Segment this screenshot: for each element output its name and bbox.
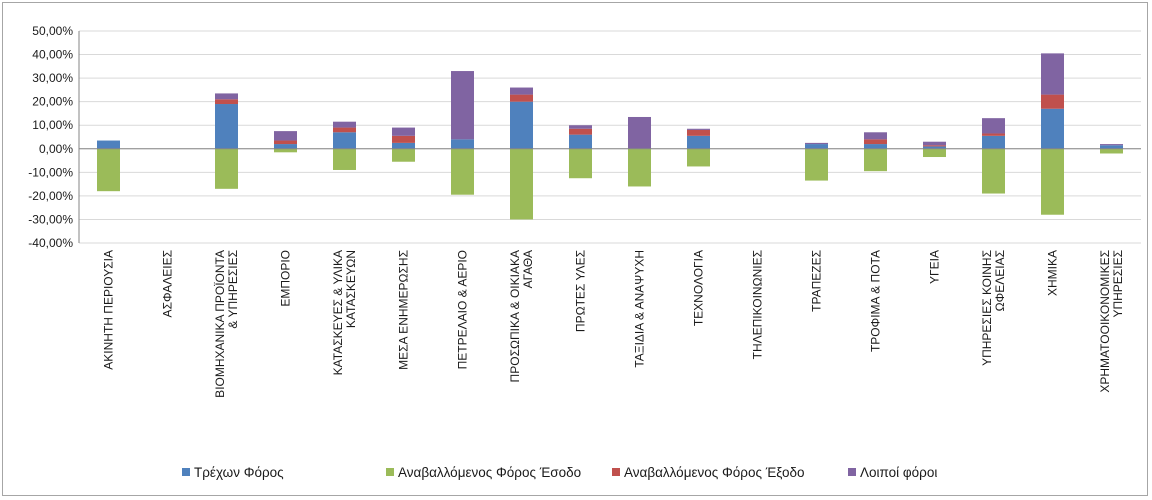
bar-segment (569, 134, 592, 149)
bar-segment (864, 132, 887, 140)
bar-segment (923, 145, 946, 147)
x-tick-label: ΤΡΑΠΕΖΕΣ (810, 250, 824, 312)
bar-segment (1041, 53, 1064, 95)
bar-segment (1041, 94, 1064, 109)
bar-segment (274, 148, 297, 153)
x-tick-label: ΑΣΦΑΛΕΙΕΣ (161, 250, 175, 317)
bar-segment (1100, 148, 1123, 154)
x-tick-label: ΤΗΛΕΠΙΚΟΙΝΩΝΙΕΣ (751, 250, 765, 359)
bar-segment (510, 101, 533, 149)
y-tick-label: -20,00% (28, 189, 73, 203)
bar-segment (451, 148, 474, 195)
x-tick-label: ΧΗΜΙΚΑ (1046, 250, 1060, 296)
bar-segment (687, 148, 710, 167)
x-tick-label: ΤΑΞΙΔΙΑ & ΑΝΑΨΥΧΗ (633, 250, 647, 368)
bar-segment (1041, 148, 1064, 215)
y-tick-label: -30,00% (28, 212, 73, 226)
x-tick-label: ΧΡΗΜΑΤΟΟΙΚΟΝΟΜΙΚΕΣΥΠΗΡΕΣΙΕΣ (1098, 250, 1125, 393)
bar-segment (451, 71, 474, 140)
legend: Τρέχων Φόρος Αναβαλλόμενος Φόρος Έσοδο Ανα… (182, 465, 937, 480)
x-tick-label: ΤΡΟΦΙΜΑ & ΠΟΤΑ (869, 250, 883, 352)
y-tick-label: 20,00% (32, 95, 73, 109)
bar-segment (923, 148, 946, 158)
bar-segment (923, 141, 946, 146)
bar-segment (982, 118, 1005, 134)
y-tick-label: -10,00% (28, 165, 73, 179)
bar-segment (333, 148, 356, 170)
bar-segment (215, 148, 238, 189)
y-tick-label: 10,00% (32, 118, 73, 132)
bar-segment (392, 135, 415, 143)
bar-segment (215, 93, 238, 100)
bar-segment (1100, 145, 1123, 149)
x-tick-label: ΥΠΗΡΕΣΙΕΣ ΚΟΙΝΗΣΩΦΕΛΕΙΑΣ (980, 250, 1007, 366)
legend-label: Τρέχων Φόρος (194, 465, 284, 480)
x-tick-label: ΥΓΕΙΑ (928, 250, 942, 284)
bar-segment (805, 148, 828, 181)
bar-segment (451, 139, 474, 149)
axis-layer: 50,00% 40,00% 30,00% 20,00% 10,00% 0,00% -10,0… (28, 24, 1141, 398)
bar-segment (1041, 108, 1064, 149)
legend-label: Λοιποί φόροι (860, 465, 937, 480)
bar-segment (510, 87, 533, 95)
bar-segment (569, 128, 592, 135)
bar-segment (215, 99, 238, 105)
y-tick-label: 40,00% (32, 48, 73, 62)
legend-swatch (386, 468, 394, 476)
legend-swatch (612, 468, 620, 476)
bar-segment (982, 135, 1005, 149)
legend-label: Αναβαλλόμενος Φόρος Έξοδο (624, 465, 805, 480)
y-tick-label: 0,00% (39, 142, 73, 156)
bar-segment (333, 132, 356, 149)
x-tick-label: ΕΜΠΟΡΙΟ (279, 250, 293, 307)
bar-segment (97, 148, 120, 192)
bar-segment (687, 128, 710, 130)
bar-segment (569, 125, 592, 129)
bar-segment (392, 148, 415, 162)
grid-layer (79, 30, 1141, 244)
bar-segment (805, 142, 828, 145)
x-tick-label: ΠΡΩΤΕΣ ΥΛΕΣ (574, 250, 588, 332)
bar-segment (510, 94, 533, 102)
bar-segment (628, 116, 651, 149)
legend-label: Αναβαλλόμενος Φόρος Έσοδο (398, 465, 581, 480)
x-tick-label: ΠΕΤΡΕΛΑΙΟ & ΑΕΡΙΟ (456, 250, 470, 369)
x-tick-label: ΠΡΟΣΩΠΙΚΑ & ΟΙΚΙΑΚΑΑΓΑΘΑ (508, 250, 535, 382)
legend-swatch (848, 468, 856, 476)
bar-segment (510, 148, 533, 220)
x-tick-label: ΒΙΟΜΗΧΑΝΙΚΑ ΠΡΟΪΟΝΤΑ& ΥΠΗΡΕΣΙΕΣ (213, 250, 240, 398)
bar-segment (97, 140, 120, 149)
bar-segment (274, 131, 297, 141)
bar-segment (392, 127, 415, 136)
bar-segment (392, 142, 415, 149)
bar-segment (805, 144, 828, 149)
bar-segment (687, 129, 710, 136)
bars-layer (97, 53, 1123, 220)
legend-swatch (182, 468, 190, 476)
stacked-bar-chart: 50,00% 40,00% 30,00% 20,00% 10,00% 0,00% -10,0… (28, 24, 1141, 480)
bar-segment (274, 140, 297, 145)
bar-segment (274, 144, 297, 149)
y-tick-label: 30,00% (32, 71, 73, 85)
bar-segment (333, 127, 356, 133)
bar-segment (923, 146, 946, 149)
y-tick-label: 50,00% (32, 24, 73, 38)
y-tick-label: -40,00% (28, 236, 73, 250)
x-tick-label: ΑΚΙΝΗΤΗ ΠΕΡΙΟΥΣΙΑ (102, 250, 116, 370)
bar-segment (864, 144, 887, 149)
x-tick-label: ΤΕΧΝΟΛΟΓΙΑ (692, 250, 706, 326)
bar-segment (982, 148, 1005, 194)
bar-segment (982, 133, 1005, 136)
bar-segment (215, 104, 238, 149)
x-tick-label: ΚΑΤΑΣΚΕΥΕΣ & ΥΛΙΚΑΚΑΤΑΣΚΕΥΩΝ (331, 250, 358, 375)
bar-segment (569, 148, 592, 179)
bar-segment (628, 148, 651, 187)
bar-segment (864, 148, 887, 172)
bar-segment (864, 139, 887, 145)
bar-segment (333, 121, 356, 128)
bar-segment (1100, 144, 1123, 146)
x-tick-label: ΜΕΣΑ ΕΝΗΜΕΡΩΣΗΣ (397, 250, 411, 370)
bar-segment (687, 135, 710, 149)
